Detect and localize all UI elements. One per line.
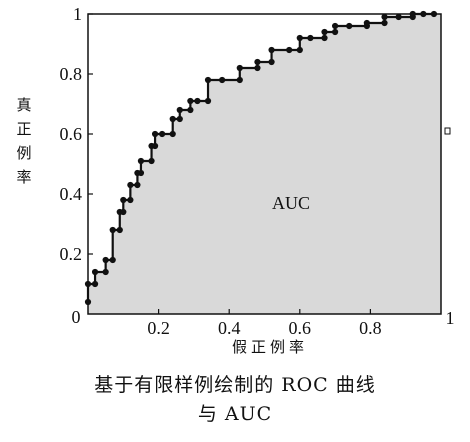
roc-point-52 (395, 13, 402, 21)
roc-point-16 (137, 169, 145, 177)
roc-point-11 (120, 196, 127, 204)
caption-line-1: 基于有限样例绘制的 ROC 曲线 (94, 374, 376, 396)
roc-point-27 (187, 106, 194, 114)
roc-point-38 (268, 46, 275, 54)
roc-point-40 (296, 46, 303, 54)
roc-point-46 (332, 22, 339, 30)
y-axis-title: 真正例率 (16, 96, 31, 186)
x-tick-label-0: 0 (72, 307, 81, 327)
roc-point-26 (176, 106, 183, 114)
roc-point-23 (169, 130, 176, 138)
auc-area (88, 14, 441, 314)
side-marker (444, 127, 451, 135)
roc-point-0 (84, 298, 92, 306)
roc-point-8 (116, 226, 123, 234)
y-tick-label-5: 1 (73, 4, 82, 24)
roc-point-56 (430, 10, 438, 18)
auc-region (88, 14, 441, 314)
roc-point-43 (321, 34, 328, 42)
x-tick-label-4: 0.8 (359, 318, 382, 338)
roc-point-55 (420, 10, 427, 18)
roc-point-6 (109, 256, 116, 264)
roc-point-13 (127, 181, 134, 189)
roc-point-33 (236, 76, 243, 84)
plot-border (87, 13, 442, 315)
roc-point-29 (194, 97, 201, 105)
y-tick-label-3: 0.6 (60, 124, 83, 144)
roc-point-45 (332, 28, 339, 36)
roc-point-32 (219, 76, 226, 84)
roc-point-4 (102, 268, 109, 276)
y-axis-title-char: 正 (16, 120, 31, 138)
roc-point-36 (254, 58, 261, 66)
axis-ticks: 0 0.2 0.4 0.6 0.8 1 0.2 0.4 0.6 0.8 1 (60, 4, 455, 338)
roc-point-1 (84, 280, 92, 288)
roc-point-22 (159, 130, 166, 138)
x-tick-label-1: 0.2 (147, 318, 170, 338)
roc-point-37 (268, 58, 275, 66)
roc-point-31 (204, 76, 212, 84)
roc-point-49 (363, 19, 370, 27)
x-tick-label-5: 1 (446, 308, 455, 328)
roc-point-50 (381, 19, 388, 27)
roc-point-20 (151, 142, 159, 150)
x-tick-label-2: 0.4 (218, 318, 241, 338)
x-axis-title: 假正例率 (232, 338, 308, 356)
roc-point-35 (254, 64, 261, 72)
y-tick-label-2: 0.4 (60, 184, 83, 204)
roc-points (84, 10, 438, 306)
roc-chart: 0 0.2 0.4 0.6 0.8 1 0.2 0.4 0.6 0.8 1 AUC 真正例率 假正例… (16, 4, 455, 356)
y-tick-label-1: 0.2 (60, 244, 83, 264)
roc-point-7 (109, 226, 116, 234)
roc-point-42 (307, 34, 314, 42)
roc-point-51 (381, 13, 388, 21)
roc-point-2 (91, 280, 99, 288)
roc-point-17 (137, 157, 145, 165)
caption-line-2: 与 AUC (197, 403, 273, 425)
roc-point-41 (296, 34, 303, 42)
roc-point-25 (176, 115, 183, 123)
roc-point-44 (321, 28, 328, 36)
roc-point-5 (102, 256, 109, 264)
roc-point-3 (91, 268, 99, 276)
roc-point-12 (127, 196, 134, 204)
roc-point-54 (409, 10, 416, 18)
auc-label: AUC (272, 193, 310, 213)
y-axis-title-char: 例 (16, 144, 31, 162)
roc-point-28 (187, 97, 194, 105)
y-axis-title-text: 真正例率 (16, 96, 31, 186)
roc-point-47 (346, 22, 353, 30)
roc-point-24 (169, 115, 176, 123)
y-axis-title-char: 率 (16, 168, 31, 186)
roc-point-30 (204, 97, 212, 105)
roc-point-10 (120, 208, 127, 216)
roc-point-34 (236, 64, 243, 72)
roc-point-18 (148, 157, 155, 165)
y-axis-title-char: 真 (16, 96, 31, 114)
y-tick-label-4: 0.8 (60, 64, 83, 84)
roc-point-39 (286, 46, 293, 54)
x-tick-label-3: 0.6 (289, 318, 312, 338)
roc-point-21 (151, 130, 159, 138)
roc-point-14 (134, 181, 141, 189)
plot-frame (87, 13, 442, 315)
